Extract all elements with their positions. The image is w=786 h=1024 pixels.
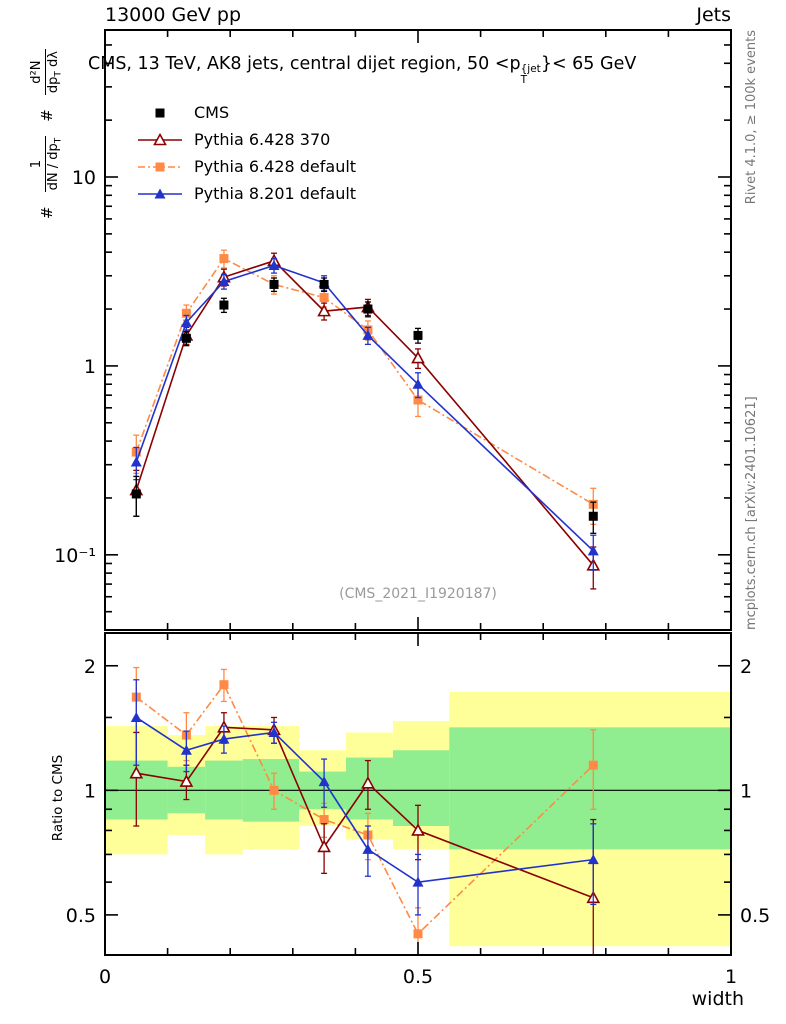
ratio-y-axis-label: Ratio to CMS [50,754,66,842]
data-marker [319,293,329,303]
data-marker [180,744,192,755]
svg-text:1: 1 [740,780,752,802]
series-pythia-6-428-370 [129,252,601,590]
data-marker [269,279,279,289]
data-marker [181,333,191,343]
legend-item-pythia6-370: Pythia 6.428 370 [136,126,356,153]
svg-text:10⁻¹: 10⁻¹ [54,545,96,567]
legend: CMS Pythia 6.428 370 Pythia 6.428 defaul… [136,99,356,207]
data-marker [154,188,166,198]
legend-item-pythia8-default: Pythia 8.201 default [136,180,356,207]
pt-sub: T [520,73,528,86]
data-marker [413,330,423,340]
data-marker [588,511,598,521]
hash-symbol: # [37,109,56,122]
data-marker [269,785,279,795]
svg-text:10: 10 [72,167,96,189]
data-marker [587,854,599,865]
main-y-axis-label: # 1 dN / dpT # d²N dpT dλ [29,28,64,240]
svg-text:1: 1 [725,966,737,988]
data-marker [130,456,142,467]
legend-marker-pythia8-default [138,188,182,198]
data-marker [180,316,192,327]
data-marker [362,329,374,340]
legend-label: Pythia 8.201 default [194,184,357,203]
fraction-one-over-dndpt: 1 dN / dpT [29,135,64,193]
data-marker [412,378,424,389]
data-marker [411,350,425,364]
data-marker [155,108,165,117]
data-marker [318,776,330,787]
data-marker [129,766,144,779]
data-marker [588,760,598,770]
series-pythia-6-428-default [131,249,598,525]
data-marker [131,489,141,499]
series-pythia-8-201-default [130,257,599,571]
green-band-segment [392,750,450,826]
data-marker [179,774,194,787]
fraction-d2n: d²N dpT dλ [29,49,64,96]
legend-marker-pythia6-default [138,162,182,171]
svg-text:0.5: 0.5 [66,905,96,927]
ratio-uncertainty-bands [105,691,731,947]
data-marker [317,303,331,317]
beam-energy-label: 13000 GeV pp [105,4,242,26]
legend-item-pythia6-default: Pythia 6.428 default [136,153,356,180]
data-marker [413,929,423,939]
rivet-version-note: Rivet 4.1.0, ≥ 100k events [744,30,759,205]
series-pythia-6-428-370 [129,712,601,955]
analysis-id-watermark: (CMS_2021_I1920187) [339,586,497,602]
data-marker [319,815,329,825]
data-marker [317,839,331,853]
data-marker [153,132,167,145]
data-marker [319,279,329,289]
x-axis-title: width [691,988,744,1010]
data-marker [219,300,229,310]
plot-title-text: CMS, 13 TeV, AK8 jets, central dijet reg… [88,54,521,74]
legend-marker-pythia6-370 [138,132,182,145]
data-marker [130,711,142,722]
mcplots-credit-note: mcplots.cern.ch [arXiv:2401.10621] [744,396,759,630]
svg-text:2: 2 [740,656,752,678]
tick-labels: 10 1 10⁻¹ 2 2 1 1 0.5 0.5 0 0.5 1 [54,167,770,988]
green-band-segment [449,727,731,850]
plot-title-tail: }< 65 GeV [540,54,637,74]
data-marker [218,733,230,744]
data-marker [362,843,374,854]
data-marker [413,395,423,405]
axis-ticks [104,29,732,955]
plot-title: CMS, 13 TeV, AK8 jets, central dijet reg… [88,54,636,85]
svg-text:0: 0 [99,966,111,988]
svg-text:2: 2 [84,656,96,678]
data-marker [268,260,280,271]
svg-text:0.5: 0.5 [740,905,770,927]
data-marker [219,254,229,264]
legend-item-cms: CMS [136,99,356,126]
data-marker [268,726,280,737]
series-pythia-8-201-default [130,679,599,916]
data-marker [361,776,375,789]
data-marker [412,876,424,887]
legend-label: Pythia 6.428 370 [194,130,331,149]
data-marker [181,308,191,318]
pt-superscript-stack: {jet T [521,64,541,85]
legend-label: CMS [194,103,230,122]
analysis-group-label: Jets [696,4,731,26]
svg-text:1: 1 [84,356,96,378]
legend-label: Pythia 6.428 default [194,157,357,176]
series-cms [131,277,598,534]
data-marker [155,162,165,171]
data-marker [411,823,425,836]
data-marker [219,680,229,690]
hash-symbol: # [37,206,56,219]
svg-text:0.5: 0.5 [403,966,433,988]
svg-text:1: 1 [84,780,96,802]
pt-sup: {jet [520,63,541,75]
legend-marker-cms [155,108,165,117]
data-marker [587,545,599,556]
data-marker [218,275,230,286]
data-marker [363,304,373,314]
